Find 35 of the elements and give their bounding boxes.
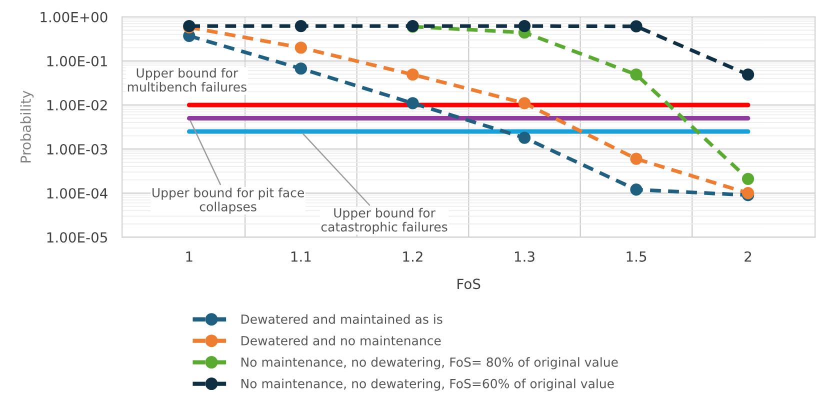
point (294, 20, 308, 32)
point (630, 20, 642, 32)
point (630, 152, 642, 165)
annotation: Upper bound for multibench failures (128, 68, 246, 92)
y-tick-label: 1.00E-01 (47, 56, 107, 66)
y-tick-label: 1.00E-04 (47, 188, 108, 199)
annotation: Upper bound for pit face collapses (152, 188, 304, 214)
legend-label: No maintenance, no dewatering, FoS= 80% of original value (241, 357, 618, 370)
point (406, 68, 419, 81)
point (742, 68, 754, 81)
y-tick-label: 1.00E-05 (47, 232, 107, 243)
x-tick-label: 1 (186, 251, 192, 262)
x-axis-title: FoS (458, 278, 480, 290)
y-tick-label: 1.00E-02 (47, 100, 107, 110)
x-tick-label: 1.3 (514, 251, 534, 262)
x-tick-label: 1.1 (291, 251, 311, 262)
point (518, 20, 531, 32)
point (742, 172, 754, 185)
point (406, 97, 419, 110)
y-tick-label: 1.00E-03 (47, 144, 108, 155)
annotation: Upper bound for catastrophic failures (321, 208, 448, 234)
point (630, 184, 642, 196)
point (518, 132, 531, 144)
legend-label: No maintenance, no dewatering, FoS=60% of original value (241, 378, 614, 391)
y-axis-title: Probability (20, 90, 34, 162)
legend-label: Dewatered and maintained as is (241, 314, 442, 324)
point (294, 62, 308, 75)
x-tick-label: 1.5 (626, 251, 646, 262)
legend-label: Dewatered and no maintenance (241, 336, 441, 346)
point (518, 97, 531, 110)
y-tick-label: 1.00E+00 (40, 12, 108, 22)
point (630, 68, 642, 81)
x-tick-label: 1.2 (403, 251, 422, 262)
point (294, 42, 308, 54)
x-tick-label: 2 (744, 251, 752, 262)
